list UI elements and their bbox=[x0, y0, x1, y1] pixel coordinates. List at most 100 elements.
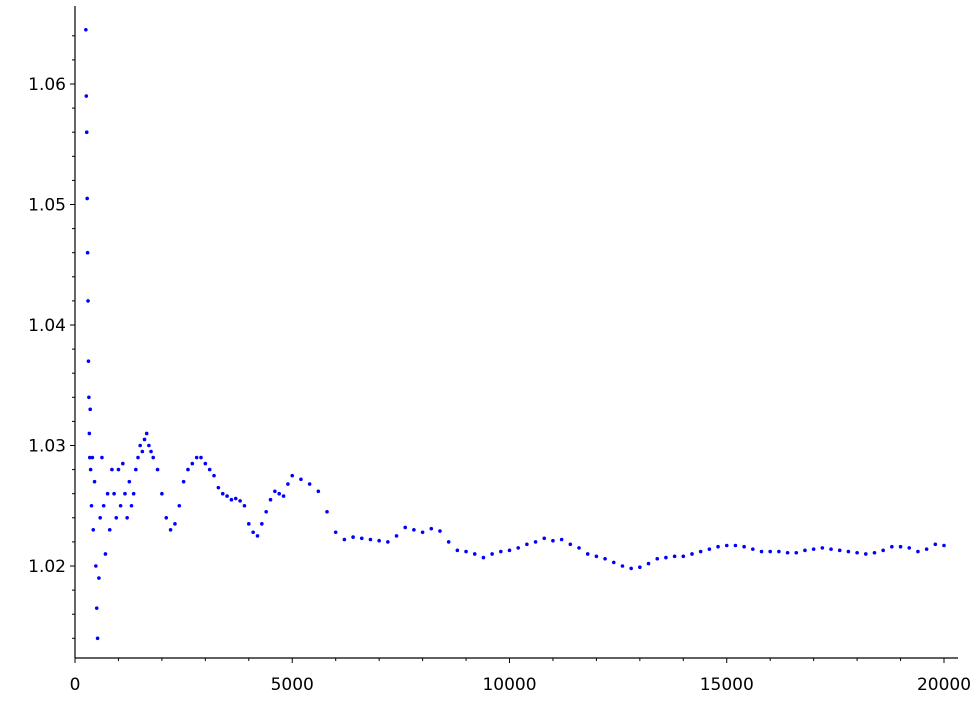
data-point bbox=[268, 497, 273, 502]
data-point bbox=[525, 542, 529, 547]
data-point bbox=[829, 547, 833, 551]
data-point bbox=[277, 491, 282, 496]
data-point bbox=[351, 535, 355, 539]
data-point bbox=[707, 547, 712, 551]
data-point bbox=[568, 542, 573, 547]
data-point bbox=[429, 526, 434, 531]
data-point bbox=[242, 503, 247, 508]
x-tick-label: 10000 bbox=[482, 675, 536, 695]
data-point bbox=[216, 485, 221, 490]
data-point bbox=[144, 431, 149, 436]
data-point bbox=[116, 467, 121, 472]
data-point bbox=[316, 489, 321, 494]
data-point bbox=[203, 461, 208, 466]
data-point bbox=[785, 550, 790, 555]
y-tick-label: 1.03 bbox=[28, 437, 66, 457]
data-point bbox=[655, 556, 660, 561]
data-point bbox=[872, 550, 877, 555]
data-point bbox=[681, 554, 686, 559]
data-point bbox=[907, 546, 912, 550]
data-point bbox=[94, 564, 98, 568]
data-point bbox=[89, 503, 94, 508]
data-point bbox=[733, 543, 738, 548]
data-point bbox=[255, 534, 260, 538]
data-point bbox=[151, 455, 156, 460]
data-point bbox=[105, 491, 110, 496]
data-point bbox=[233, 496, 238, 501]
data-point bbox=[672, 554, 677, 559]
data-point bbox=[251, 530, 255, 535]
data-point bbox=[881, 548, 885, 553]
data-point bbox=[446, 540, 451, 544]
y-tick-label: 1.06 bbox=[28, 75, 66, 95]
data-point bbox=[85, 196, 89, 201]
data-point bbox=[820, 546, 825, 550]
data-point bbox=[490, 552, 494, 556]
data-point bbox=[342, 537, 347, 542]
data-point bbox=[481, 555, 486, 560]
data-point bbox=[181, 479, 186, 484]
data-point bbox=[359, 536, 364, 541]
data-point bbox=[542, 536, 547, 541]
data-point bbox=[742, 544, 746, 549]
data-point bbox=[377, 538, 381, 543]
data-point bbox=[690, 552, 694, 556]
data-point bbox=[933, 542, 938, 547]
data-point bbox=[118, 503, 123, 508]
data-point bbox=[768, 549, 772, 554]
data-point bbox=[121, 461, 125, 466]
y-axis-ticks: 1.02 1.03 1.04 1.05 1.06 bbox=[28, 35, 75, 639]
data-point bbox=[136, 455, 140, 460]
data-point bbox=[260, 522, 264, 526]
data-point bbox=[759, 549, 764, 554]
data-point bbox=[499, 549, 503, 554]
data-point bbox=[199, 455, 203, 460]
data-point bbox=[837, 548, 842, 553]
data-point bbox=[87, 395, 91, 400]
data-point bbox=[386, 540, 390, 544]
data-point bbox=[140, 449, 145, 454]
data-point bbox=[333, 530, 338, 535]
data-point bbox=[724, 543, 729, 548]
data-point bbox=[585, 552, 590, 556]
data-point bbox=[129, 503, 134, 508]
data-point bbox=[238, 499, 242, 503]
data-point bbox=[594, 554, 599, 559]
data-point bbox=[855, 550, 859, 555]
data-point bbox=[94, 606, 99, 610]
data-point bbox=[368, 537, 373, 542]
data-point bbox=[225, 494, 229, 498]
x-tick-label: 5000 bbox=[271, 675, 314, 695]
data-point bbox=[91, 528, 96, 532]
x-axis-ticks: 0 5000 10000 15000 20000 bbox=[70, 658, 971, 695]
data-point bbox=[403, 525, 408, 530]
data-point bbox=[177, 503, 182, 508]
data-point bbox=[890, 544, 894, 549]
data-point bbox=[173, 522, 177, 526]
data-point bbox=[160, 491, 164, 496]
data-point bbox=[114, 516, 119, 520]
data-point bbox=[464, 549, 468, 554]
data-point bbox=[577, 546, 581, 550]
data-point bbox=[100, 455, 104, 460]
data-point bbox=[559, 537, 564, 542]
data-point bbox=[942, 543, 946, 548]
data-point bbox=[412, 528, 416, 532]
data-point bbox=[646, 561, 651, 566]
y-tick-label: 1.02 bbox=[28, 557, 66, 577]
data-point bbox=[186, 467, 190, 472]
data-point bbox=[472, 552, 477, 556]
data-point bbox=[846, 549, 851, 554]
data-point bbox=[190, 461, 195, 466]
data-point bbox=[811, 547, 816, 551]
data-point bbox=[127, 479, 132, 484]
data-point bbox=[299, 477, 303, 482]
data-point bbox=[194, 455, 199, 460]
data-point bbox=[168, 528, 173, 532]
data-point bbox=[247, 522, 251, 526]
data-point bbox=[112, 491, 116, 496]
data-point bbox=[603, 556, 607, 561]
data-point bbox=[751, 547, 755, 551]
data-point bbox=[103, 552, 108, 556]
data-point bbox=[134, 467, 138, 472]
